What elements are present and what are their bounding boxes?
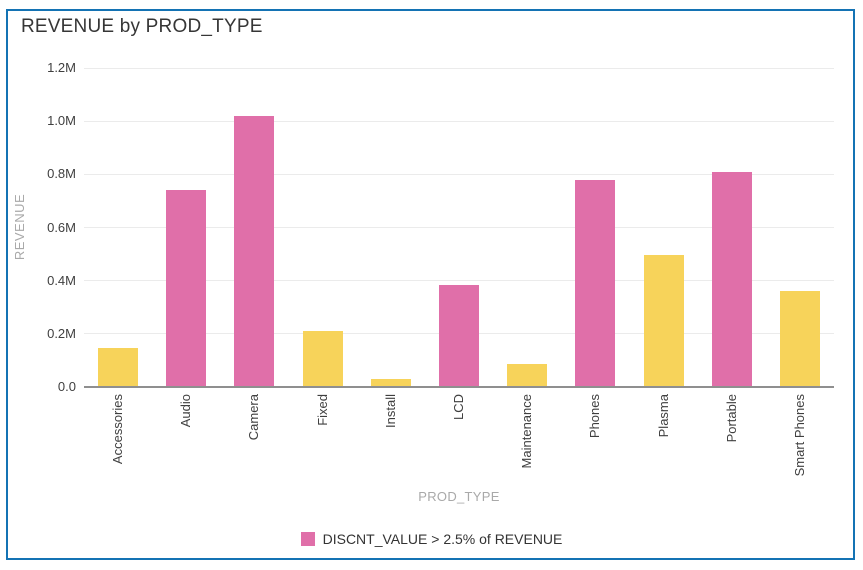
ytick-label-1-0m: 1.0M	[47, 113, 76, 129]
xtick-label-audio: Audio	[178, 394, 194, 428]
xtick-label-fixed: Fixed	[314, 394, 330, 426]
ytick-label-0-8m: 0.8M	[47, 166, 76, 182]
ytick-label-0-4m: 0.4M	[47, 272, 76, 288]
bar-accessories[interactable]	[98, 348, 139, 387]
xtick-label-phones: Phones	[587, 394, 603, 439]
bar-camera[interactable]	[234, 115, 275, 387]
x-axis-title: PROD_TYPE	[418, 489, 500, 504]
legend-label[interactable]: DISCNT_VALUE > 2.5% of REVENUE	[322, 531, 563, 547]
xtick-label-maintenance: Maintenance	[519, 394, 535, 469]
bar-portable[interactable]	[711, 171, 752, 387]
ytick-label-1-2m: 1.2M	[47, 60, 76, 75]
bar-maintenance[interactable]	[507, 364, 548, 387]
legend-swatch-icon[interactable]	[300, 532, 315, 546]
bar-phones[interactable]	[575, 179, 616, 387]
gridline-1-2m	[84, 67, 834, 69]
legend: DISCNT_VALUE > 2.5% of REVENUE	[0, 531, 863, 547]
gridline-0-8m	[84, 173, 834, 175]
xtick-label-install: Install	[382, 394, 398, 428]
gridline-1-0m	[84, 120, 834, 122]
ytick-label-0-0: 0.0	[57, 379, 76, 394]
chart-title: REVENUE by PROD_TYPE	[21, 16, 263, 37]
xtick-label-smart-phones: Smart Phones	[791, 394, 807, 477]
y-axis-title: REVENUE	[12, 193, 27, 261]
gridline-0-6m	[84, 227, 834, 228]
x-axis-line	[84, 386, 834, 388]
xtick-label-portable: Portable	[723, 394, 739, 443]
bar-fixed[interactable]	[302, 331, 343, 387]
bar-audio[interactable]	[166, 190, 207, 387]
ytick-label-0-2m: 0.2M	[47, 325, 76, 341]
ytick-label-0-6m: 0.6M	[47, 219, 76, 235]
xtick-label-plasma: Plasma	[655, 394, 671, 438]
gridline-0-4m	[84, 280, 834, 282]
xtick-label-accessories: Accessories	[110, 394, 126, 465]
bar-install[interactable]	[370, 379, 411, 387]
bar-lcd[interactable]	[439, 284, 479, 387]
xtick-label-lcd: LCD	[451, 394, 466, 421]
xtick-label-camera: Camera	[246, 394, 262, 441]
bar-smart-phones[interactable]	[779, 291, 820, 387]
bar-plasma[interactable]	[643, 255, 684, 387]
